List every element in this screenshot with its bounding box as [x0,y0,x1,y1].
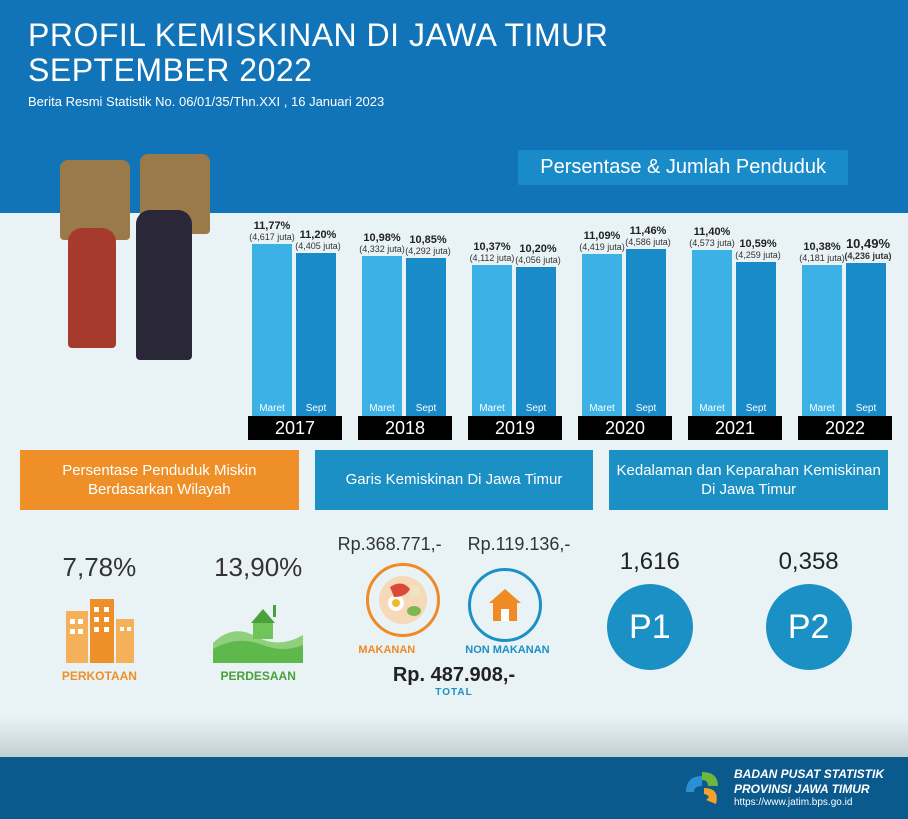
bar-value-label: 11,20%(4,405 juta) [288,229,348,251]
year-label: 2020 [578,416,672,440]
year-label: 2019 [468,416,562,440]
p1-circle: P1 [607,584,693,670]
city-icon [60,595,138,663]
p1-value: 1,616 [570,548,729,576]
nonfood-amount: Rp.119.136,- [468,534,571,555]
bar-2017-sept [296,253,336,416]
year-label: 2021 [688,416,782,440]
p2-circle: P2 [766,584,852,670]
children-photo-icon [40,160,230,370]
footer-fade [0,717,908,757]
bar-2019-march [472,265,512,416]
nonfood-label: NON MAKANAN [465,644,549,656]
bar-value-label: 10,59%(4,259 juta) [728,238,788,260]
bar-month-label: Sept [846,403,886,414]
bar-2019-sept [516,267,556,416]
year-label: 2017 [248,416,342,440]
year-label: 2022 [798,416,892,440]
footer: BADAN PUSAT STATISTIK PROVINSI JAWA TIMU… [0,757,908,819]
bar-month-label: Sept [296,403,336,414]
bar-month-label: Maret [582,403,622,414]
bar-value-label: 10,20%(4,056 juta) [508,243,568,265]
year-label: 2018 [358,416,452,440]
bar-2018-sept [406,258,446,416]
food-amount: Rp.368.771,- [338,534,442,555]
bar-month-label: Sept [736,403,776,414]
bar-2018-march [362,256,402,416]
poverty-line-amounts: Rp.368.771,- Rp.119.136,- [338,534,571,555]
rural-pct: 13,90% [179,552,338,583]
header: PROFIL KEMISKINAN DI JAWA TIMUR SEPTEMBE… [0,0,908,117]
panel-header-depth: Kedalaman dan Keparahan Kemiskinan Di Ja… [609,450,888,510]
panel-header-poverty-line: Garis Kemiskinan Di Jawa Timur [315,450,594,510]
title-line-1: PROFIL KEMISKINAN DI JAWA TIMUR [28,17,608,53]
bar-2021-march [692,250,732,416]
panel-header-region: Persentase Penduduk Miskin Berdasarkan W… [20,450,299,510]
bar-value-label: 10,49%(4,236 juta) [838,236,898,261]
food-icon [366,563,440,637]
title-line-2: SEPTEMBER 2022 [28,52,312,88]
footer-text: BADAN PUSAT STATISTIK PROVINSI JAWA TIMU… [734,767,884,810]
urban-pct: 7,78% [20,552,179,583]
bar-month-label: Maret [692,403,732,414]
page-subtitle: Berita Resmi Statistik No. 06/01/35/Thn.… [28,94,880,109]
urban-label: PERKOTAAN [20,669,179,683]
bar-2022-march [802,265,842,416]
bar-2022-sept [846,263,886,416]
bar-month-label: Maret [802,403,842,414]
bar-2020-march [582,254,622,416]
bps-logo-icon [682,768,722,808]
page-title: PROFIL KEMISKINAN DI JAWA TIMUR SEPTEMBE… [28,18,880,88]
bar-month-label: Sept [626,403,666,414]
bar-value-label: 11,46%(4,586 juta) [618,225,678,247]
rural-label: PERDESAAN [179,669,338,683]
bar-2021-sept [736,262,776,416]
house-icon [468,568,542,642]
chart-section-title: Persentase & Jumlah Penduduk [518,150,848,185]
total-amount: Rp. 487.908,- [338,664,571,687]
bar-month-label: Maret [362,403,402,414]
bar-value-label: 10,85%(4,292 juta) [398,234,458,256]
bar-month-label: Maret [252,403,292,414]
total-label: TOTAL [338,687,571,698]
bar-month-label: Sept [516,403,556,414]
bar-month-label: Sept [406,403,446,414]
rural-icon [213,595,303,663]
panel-header-row: Persentase Penduduk Miskin Berdasarkan W… [20,450,888,510]
poverty-bar-chart: Maret11,77%(4,617 juta)Sept11,20%(4,405 … [248,190,890,440]
bar-2020-sept [626,249,666,416]
bar-2017-march [252,244,292,416]
infographic-page: PROFIL KEMISKINAN DI JAWA TIMUR SEPTEMBE… [0,0,908,819]
bar-month-label: Maret [472,403,512,414]
footer-org: BADAN PUSAT STATISTIK [734,767,884,782]
footer-province: PROVINSI JAWA TIMUR [734,782,884,797]
footer-url: https://www.jatim.bps.go.id [734,797,884,810]
food-label: MAKANAN [358,644,415,656]
p2-value: 0,358 [729,548,888,576]
